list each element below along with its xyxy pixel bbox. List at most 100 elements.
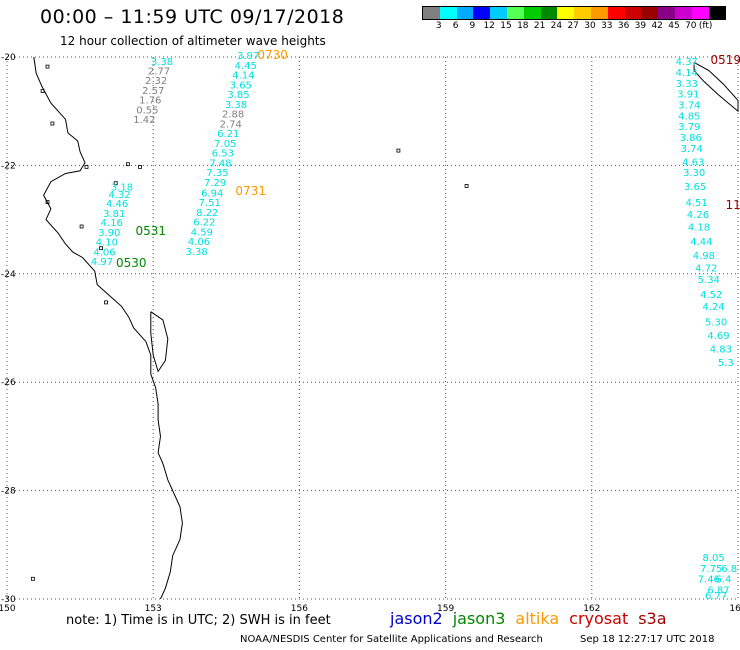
satellite-legend-item: jason2 <box>390 609 443 628</box>
wave-height-label: 6.77 <box>705 591 727 602</box>
wave-height-label: 3.86 <box>680 133 702 144</box>
color-scale-label: 6 <box>452 21 459 31</box>
color-swatch <box>674 7 692 19</box>
wave-height-label: 5.34 <box>698 275 720 286</box>
lat-tick-label: -26 <box>1 378 16 388</box>
color-swatch <box>708 7 726 19</box>
color-swatch <box>506 7 524 19</box>
wave-height-label: 6.87 <box>707 586 729 597</box>
wave-height-label: 4.06 <box>188 237 210 248</box>
pass-time-label: 0730 <box>257 48 288 62</box>
wave-height-label: 4.51 <box>685 198 707 209</box>
wave-height-label: 2.32 <box>145 76 167 87</box>
wave-height-label: 3.79 <box>678 122 700 133</box>
color-scale-label: 12 <box>483 21 495 31</box>
wave-height-label: 6.94 <box>201 188 223 199</box>
lon-tick-label: 165 <box>729 604 740 614</box>
wave-height-label: 4.06 <box>93 247 115 258</box>
wave-height-label: 3.38 <box>225 100 247 111</box>
color-scale-label: 24 <box>550 21 563 31</box>
wave-height-label: 8.05 <box>702 553 724 564</box>
wave-height-label: 5.3 <box>718 358 734 369</box>
wave-height-label: 4.72 <box>695 264 717 275</box>
wave-height-label: 4.32 <box>108 190 130 201</box>
wave-height-label: 4.63 <box>682 157 704 168</box>
wave-height-label: 1.76 <box>139 96 161 107</box>
wave-height-label: 1.42 <box>133 115 155 126</box>
color-scale-label: 42 <box>651 21 663 31</box>
wave-height-label: 7.05 <box>214 139 236 150</box>
coastline <box>33 56 183 600</box>
wave-height-label: 3.38 <box>151 57 173 68</box>
color-swatch <box>473 7 491 19</box>
color-scale-label: 36 <box>617 21 630 31</box>
color-scale-labels: 3 6 9 12 15 18 21 24 27 30 33 36 39 42 45 70 (ft) <box>422 21 740 33</box>
wave-height-label: 4.37 <box>676 57 698 68</box>
color-scale-label: 33 <box>601 21 613 31</box>
satellite-legend-item: altika <box>515 609 560 628</box>
wave-height-label: 3.91 <box>677 90 699 101</box>
lat-tick-label: -24 <box>1 270 16 280</box>
wave-height-label: 4.24 <box>702 302 724 313</box>
lon-tick-label: 156 <box>291 604 308 614</box>
color-swatch <box>624 7 642 19</box>
color-scale-label: 30 <box>584 21 596 31</box>
island-mark <box>138 164 143 169</box>
color-swatch <box>423 7 440 19</box>
wave-height-label: 4.52 <box>700 290 722 301</box>
wave-height-label: 3.65 <box>230 80 252 91</box>
wave-height-label: 4.26 <box>687 210 709 221</box>
new-caledonia <box>693 61 739 113</box>
credit-text: NOAA/NESDIS Center for Satellite Applica… <box>240 634 543 645</box>
satellite-legend: jason2 jason3 altika cryosat s3a <box>390 609 677 628</box>
island-mark <box>99 246 103 251</box>
page-title: 00:00 – 11:59 UTC 09/17/2018 <box>40 6 345 28</box>
island-mark <box>464 183 469 188</box>
color-swatch <box>658 7 675 19</box>
wave-height-label: 6.21 <box>217 129 239 140</box>
island-mark <box>84 164 89 169</box>
color-scale-label: 18 <box>517 21 529 31</box>
color-swatch <box>607 7 625 19</box>
satellite-legend-item: jason3 <box>452 609 506 628</box>
wave-height-label: 6.8 <box>721 564 737 575</box>
wave-height-label: 0.55 <box>136 105 158 116</box>
wave-height-label: 4.46 <box>106 199 128 210</box>
wave-height-label: 7.46 <box>698 575 720 586</box>
wave-height-label: 4.16 <box>101 218 123 229</box>
color-scale-label: 21 <box>533 21 546 31</box>
wave-height-label: 4.14 <box>232 71 254 82</box>
wave-height-label: 3.90 <box>98 228 120 239</box>
color-swatch <box>641 7 659 19</box>
wave-height-label: 4.45 <box>235 61 257 72</box>
wave-height-label: 3.74 <box>678 101 700 112</box>
fraser-island <box>150 311 169 373</box>
pass-time-label: 11 <box>725 198 740 212</box>
color-swatch <box>540 7 558 19</box>
wave-height-label: 7.29 <box>204 178 226 189</box>
island-mark <box>79 224 84 229</box>
page-subtitle: 12 hour collection of altimeter wave hei… <box>60 34 326 48</box>
generated-timestamp: Sep 18 12:27:17 UTC 2018 <box>580 634 715 645</box>
wave-height-label: 3.74 <box>681 144 703 155</box>
color-swatch <box>590 7 608 19</box>
color-swatch <box>523 7 541 19</box>
color-scale-label: 9 <box>469 21 476 31</box>
pass-time-label: 0519 <box>711 53 740 67</box>
wave-height-label: 3.97 <box>237 51 259 62</box>
color-scale-bar <box>422 6 727 20</box>
wave-height-label: 7.35 <box>206 168 228 179</box>
wave-height-label: 6.53 <box>212 149 234 160</box>
color-swatch <box>456 7 474 19</box>
wave-height-label: 4.97 <box>91 257 113 268</box>
wave-height-label: 2.57 <box>142 86 164 97</box>
wave-height-label: 7.48 <box>209 159 231 170</box>
pass-time-label: 0530 <box>116 256 147 270</box>
wave-height-label: 2.74 <box>220 120 242 131</box>
wave-height-label: 2.77 <box>148 66 170 77</box>
color-scale-label: 15 <box>500 21 512 31</box>
wave-height-label: 4.14 <box>676 68 698 79</box>
lat-tick-label: -30 <box>1 595 16 605</box>
island-mark <box>113 181 118 186</box>
color-scale-unit: (ft) <box>698 21 713 31</box>
